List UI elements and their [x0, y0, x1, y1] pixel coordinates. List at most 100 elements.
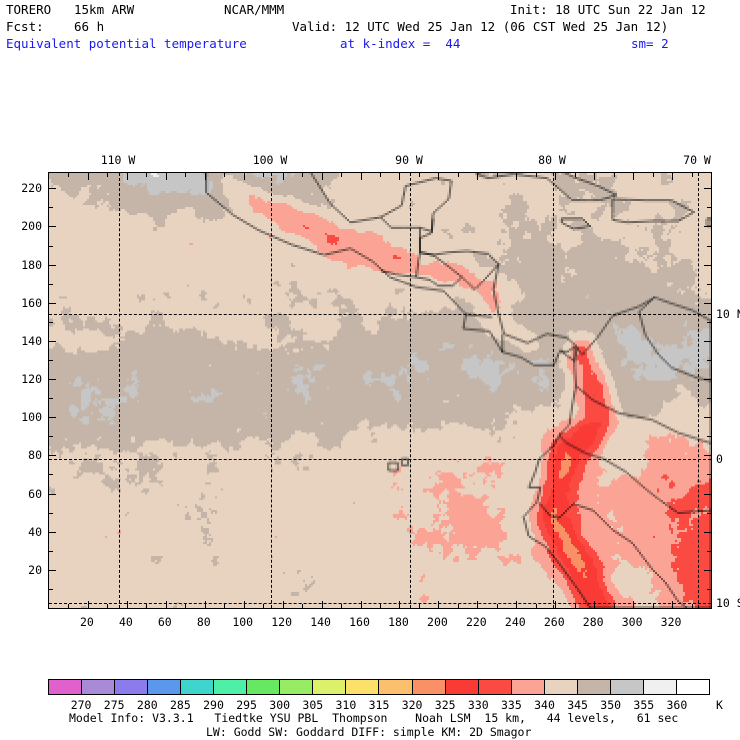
- colorbar-swatch[interactable]: [445, 680, 479, 694]
- longitude-tick-label: 80 W: [538, 153, 566, 167]
- x-tick-top: [477, 173, 479, 180]
- x-tick-top: [613, 173, 615, 177]
- x-axis-tick-label: 320: [660, 615, 682, 629]
- x-tick-bottom: [691, 604, 693, 608]
- x-tick-top: [185, 173, 187, 177]
- x-tick-top: [418, 173, 420, 177]
- colorbar-tick-label: 335: [501, 698, 522, 712]
- colorbar-tick-label: 325: [434, 698, 456, 712]
- x-tick-bottom: [438, 601, 440, 608]
- y-tick-right: [707, 245, 711, 247]
- x-tick-bottom: [263, 604, 265, 608]
- x-axis-tick-label: 160: [349, 615, 370, 629]
- x-tick-top: [380, 173, 381, 177]
- colorbar-tick-label: 275: [103, 698, 125, 712]
- y-axis-tick-label: 120: [21, 372, 42, 387]
- colorbar-tick-label: 285: [170, 698, 191, 712]
- map-plot-area[interactable]: [48, 172, 712, 609]
- colorbar-swatch[interactable]: [676, 680, 709, 694]
- colorbar-tick-label: 330: [467, 698, 489, 712]
- colorbar-swatch[interactable]: [544, 680, 578, 694]
- y-axis-tick-label: 160: [21, 295, 42, 310]
- y-tick-right: [704, 188, 711, 190]
- x-axis-tick-label: 300: [621, 615, 643, 629]
- y-tick-left: [49, 550, 53, 552]
- x-tick-top: [672, 173, 674, 180]
- y-tick-right: [707, 436, 711, 438]
- y-tick-right: [704, 417, 711, 419]
- colorbar-swatch[interactable]: [280, 680, 314, 694]
- x-axis-tick-label: 40: [118, 615, 133, 629]
- colorbar-swatch[interactable]: [49, 680, 83, 694]
- x-axis-tick-label: 240: [504, 615, 526, 629]
- x-tick-bottom: [68, 604, 70, 608]
- colorbar-tick-label: 310: [335, 698, 357, 712]
- colorbar-swatch[interactable]: [82, 680, 116, 694]
- y-tick-right: [704, 302, 711, 304]
- y-tick-right: [707, 207, 711, 209]
- y-axis-tick-label: 80: [28, 448, 42, 463]
- longitude-tick-label: 100 W: [252, 153, 288, 167]
- y-tick-right: [704, 264, 711, 266]
- y-tick-right: [704, 379, 711, 381]
- latitude-tick-label: 10 N: [716, 307, 740, 321]
- colorbar-tick-label: 320: [401, 698, 423, 712]
- y-tick-right: [704, 569, 711, 571]
- colorbar-swatch[interactable]: [478, 680, 512, 694]
- header-fcst-value: 66 h: [74, 19, 105, 34]
- colorbar-swatch[interactable]: [643, 680, 677, 694]
- graticule-meridian: [410, 173, 411, 608]
- header-resolution: 15km ARW: [74, 2, 135, 17]
- colorbar-swatch[interactable]: [379, 680, 413, 694]
- colorbar-swatch[interactable]: [412, 680, 446, 694]
- latitude-tick-label: 0: [716, 452, 723, 466]
- x-tick-bottom: [243, 601, 245, 608]
- colorbar-tick-label: 290: [203, 698, 224, 712]
- colorbar-swatch[interactable]: [610, 680, 644, 694]
- x-tick-bottom: [146, 604, 148, 608]
- header-model-name: TORERO: [6, 2, 52, 17]
- y-axis-tick-label: 100: [21, 410, 42, 425]
- colorbar-swatch[interactable]: [115, 680, 149, 694]
- y-tick-right: [707, 550, 711, 552]
- plot-frame: [48, 172, 712, 609]
- colorbar-swatch[interactable]: [511, 680, 545, 694]
- colorbar-tick-label: 355: [633, 698, 655, 712]
- y-axis-tick-label: 60: [28, 486, 42, 501]
- x-tick-top: [457, 173, 459, 177]
- x-tick-bottom: [321, 601, 323, 608]
- x-tick-bottom: [516, 601, 518, 608]
- longitude-tick-label: 110 W: [100, 153, 136, 167]
- colorbar[interactable]: [48, 679, 710, 695]
- y-tick-right: [707, 283, 711, 285]
- colorbar-swatch[interactable]: [577, 680, 611, 694]
- y-tick-left: [49, 340, 56, 342]
- colorbar-swatch[interactable]: [148, 680, 182, 694]
- x-tick-bottom: [224, 604, 226, 608]
- latitude-tick-label: 10 S: [716, 596, 740, 610]
- header-smoothing: sm= 2: [631, 36, 669, 51]
- x-tick-top: [224, 173, 226, 177]
- colorbar-swatch[interactable]: [247, 680, 281, 694]
- y-tick-right: [707, 398, 711, 400]
- longitude-tick-label: 70 W: [683, 153, 711, 167]
- graticule-parallel: [49, 603, 711, 604]
- header-valid-time: Valid: 12 UTC Wed 25 Jan 12 (06 CST Wed …: [292, 19, 669, 34]
- x-axis-tick-label: 140: [310, 615, 331, 629]
- x-tick-bottom: [360, 601, 362, 608]
- graticule-meridian: [119, 173, 120, 608]
- colorbar-swatch[interactable]: [346, 680, 380, 694]
- y-tick-left: [49, 302, 56, 304]
- colorbar-swatch[interactable]: [313, 680, 347, 694]
- x-tick-top: [263, 173, 265, 177]
- y-tick-left: [49, 379, 56, 381]
- colorbar-tick-label: 360: [666, 698, 688, 712]
- x-tick-top: [321, 173, 323, 180]
- colorbar-swatch[interactable]: [181, 680, 215, 694]
- y-tick-left: [49, 455, 56, 457]
- x-tick-bottom: [555, 601, 557, 608]
- y-axis-tick-label: 220: [21, 181, 42, 196]
- y-tick-left: [49, 493, 56, 495]
- y-tick-right: [707, 359, 711, 361]
- colorbar-swatch[interactable]: [214, 680, 248, 694]
